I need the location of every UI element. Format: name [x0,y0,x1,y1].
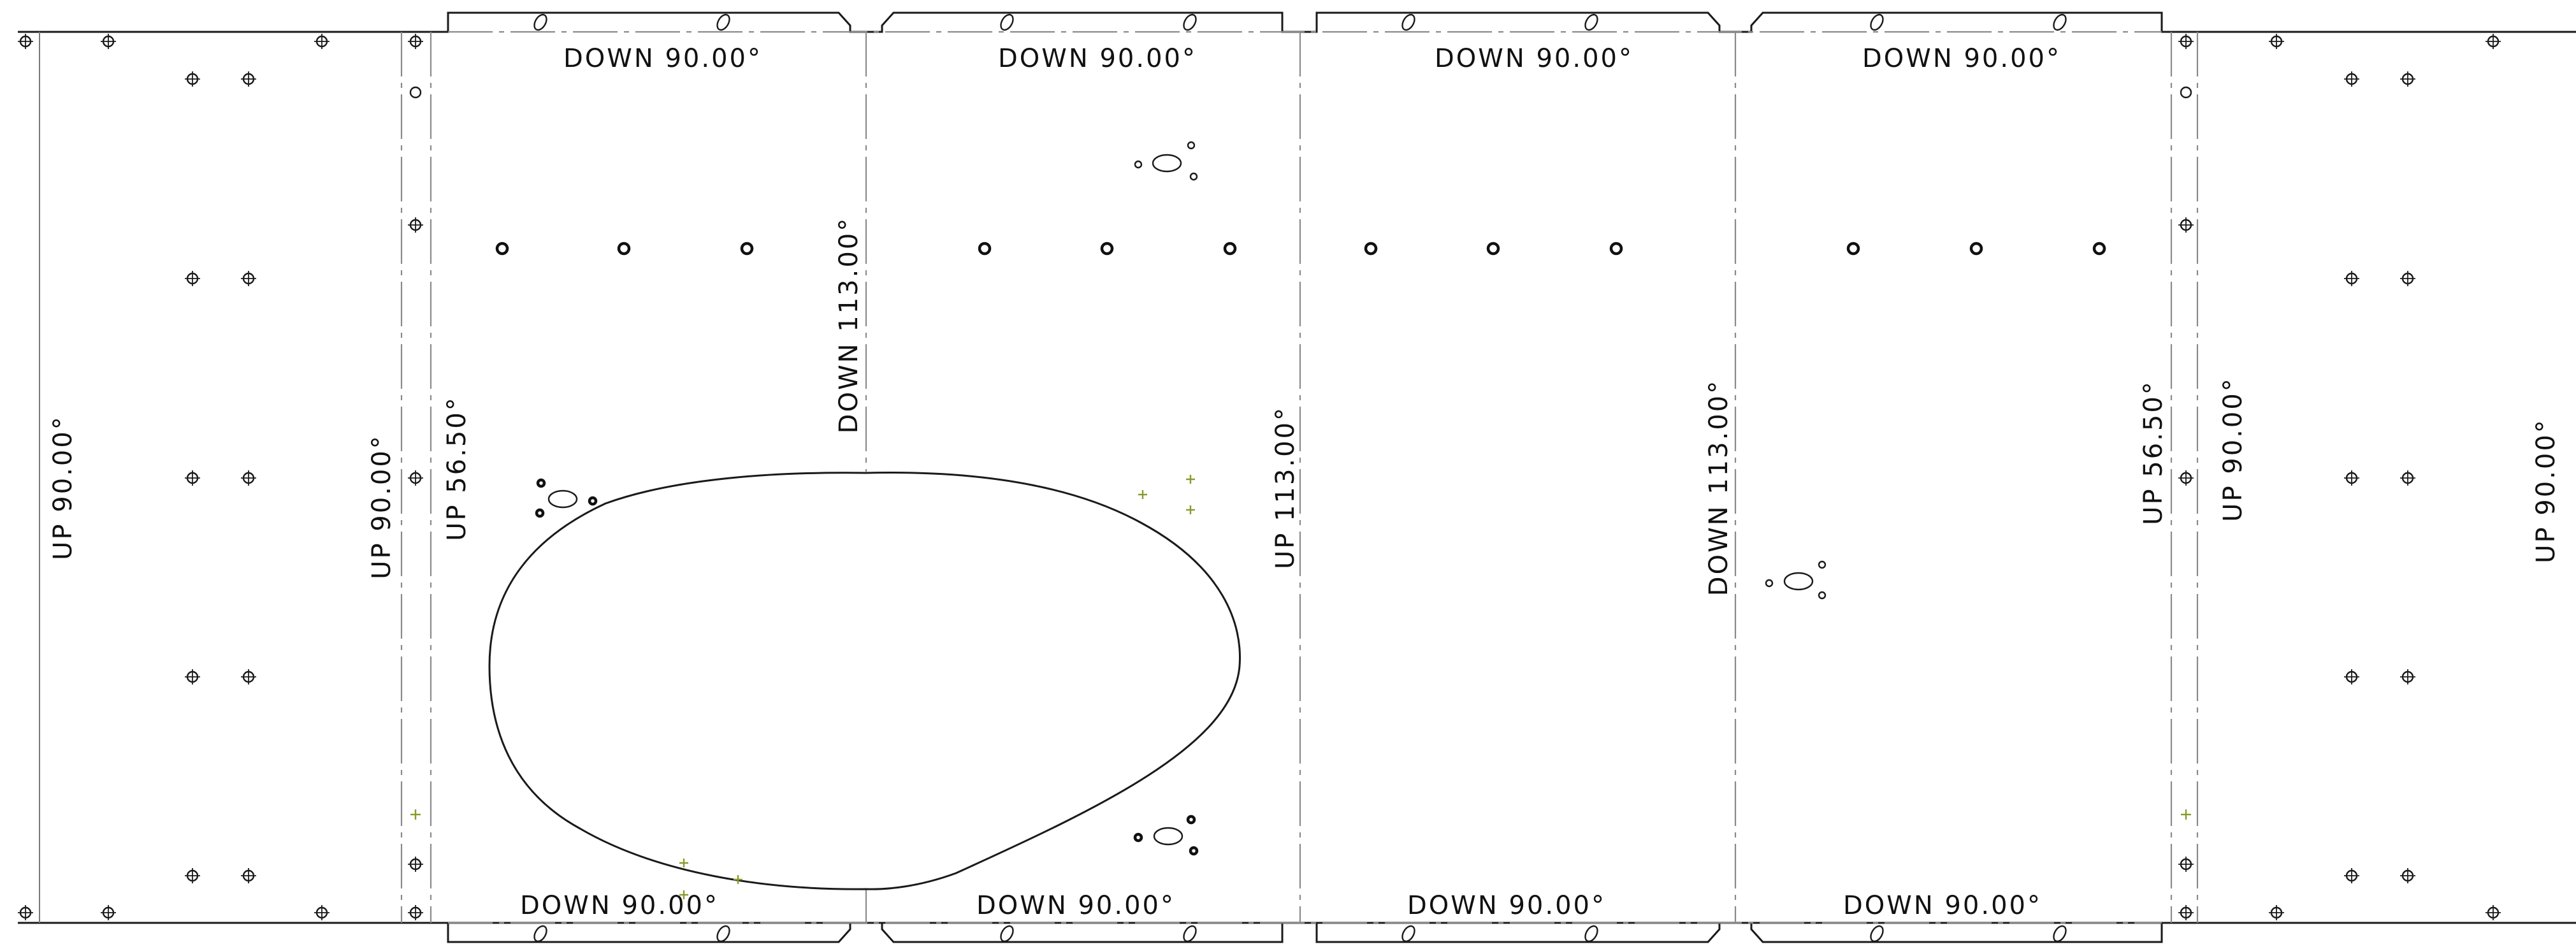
mounting-holes-row [495,242,2106,256]
bend-label-top-1: DOWN 90.00° [563,44,762,73]
crosshair-hole-marker [241,271,256,286]
crosshair-hole-marker [2269,34,2284,49]
crosshair-hole-marker [2269,905,2284,920]
crosshair-hole-marker [2178,857,2194,872]
hole-cluster-bottom [1133,815,1199,856]
hole-cluster-left [535,478,598,518]
crosshair-hole-marker [241,71,256,87]
bend-label-top-3: DOWN 90.00° [1435,44,1633,73]
bend-labels-bottom: DOWN 90.00° DOWN 90.00° DOWN 90.00° DOWN… [520,891,2042,920]
crosshair-hole-marker [185,868,200,883]
bend-label-vertical-7: UP 56.50° [2139,380,2168,525]
crosshair-hole-marker [185,669,200,685]
crosshair-hole-marker [2400,470,2415,486]
bend-label-top-2: DOWN 90.00° [998,44,1197,73]
crosshair-hole-marker [2344,669,2359,685]
crosshair-markers [18,34,2501,920]
bend-label-vertical-1: UP 90.00° [48,415,78,560]
bend-label-vertical-9: UP 90.00° [2531,418,2561,563]
crosshair-hole-marker [314,905,329,920]
oval-cutout [488,472,1241,890]
crosshair-hole-marker [18,34,33,49]
crosshair-hole-marker [2344,271,2359,286]
bend-label-top-4: DOWN 90.00° [1862,44,2061,73]
bend-label-bottom-3: DOWN 90.00° [1407,891,1606,920]
bend-strip-holes [409,86,2192,99]
bend-label-bottom-1: DOWN 90.00° [520,891,719,920]
crosshair-hole-marker [241,470,256,486]
bend-labels-vertical: UP 90.00° UP 90.00° UP 56.50° DOWN 113.0… [48,217,2561,596]
crosshair-hole-marker [2344,868,2359,883]
crosshair-hole-marker [241,669,256,685]
bend-lines [400,31,2199,924]
crosshair-hole-marker [185,271,200,286]
crosshair-hole-marker [2400,271,2415,286]
bend-labels-top: DOWN 90.00° DOWN 90.00° DOWN 90.00° DOWN… [563,44,2061,73]
crosshair-hole-marker [185,71,200,87]
crosshair-hole-marker [2178,34,2194,49]
bend-label-vertical-8: UP 90.00° [2218,377,2248,522]
reference-marks [410,475,2191,899]
bend-label-vertical-6: DOWN 113.00° [1704,379,1733,596]
crosshair-hole-marker [408,34,423,49]
crosshair-hole-marker [2178,217,2194,233]
bend-label-vertical-2: UP 90.00° [367,434,396,579]
crosshair-hole-marker [2486,905,2501,920]
crosshair-hole-marker [408,470,423,486]
crosshair-hole-marker [2400,71,2415,87]
crosshair-hole-marker [241,868,256,883]
crosshair-hole-marker [2178,470,2194,486]
crosshair-hole-marker [408,905,423,920]
bend-label-vertical-5: UP 113.00° [1271,406,1300,569]
crosshair-hole-marker [408,857,423,872]
crosshair-hole-marker [2400,868,2415,883]
crosshair-hole-marker [2344,470,2359,486]
crosshair-hole-marker [2178,905,2194,920]
crosshair-hole-marker [101,905,116,920]
crosshair-hole-marker [2486,34,2501,49]
crosshair-hole-marker [408,217,423,233]
bend-label-bottom-2: DOWN 90.00° [976,891,1175,920]
bend-label-bottom-4: DOWN 90.00° [1843,891,2042,920]
bend-label-vertical-4: DOWN 113.00° [834,217,864,433]
crosshair-hole-marker [101,34,116,49]
flange-slots [533,13,2067,943]
crosshair-hole-marker [2400,669,2415,685]
crosshair-hole-marker [314,34,329,49]
crosshair-hole-marker [2344,71,2359,87]
crosshair-hole-marker [185,470,200,486]
bend-label-vertical-3: UP 56.50° [442,396,472,541]
hole-cluster-top [1134,141,1198,181]
crosshair-hole-marker [18,905,33,920]
hole-cluster-right [1765,560,1827,600]
